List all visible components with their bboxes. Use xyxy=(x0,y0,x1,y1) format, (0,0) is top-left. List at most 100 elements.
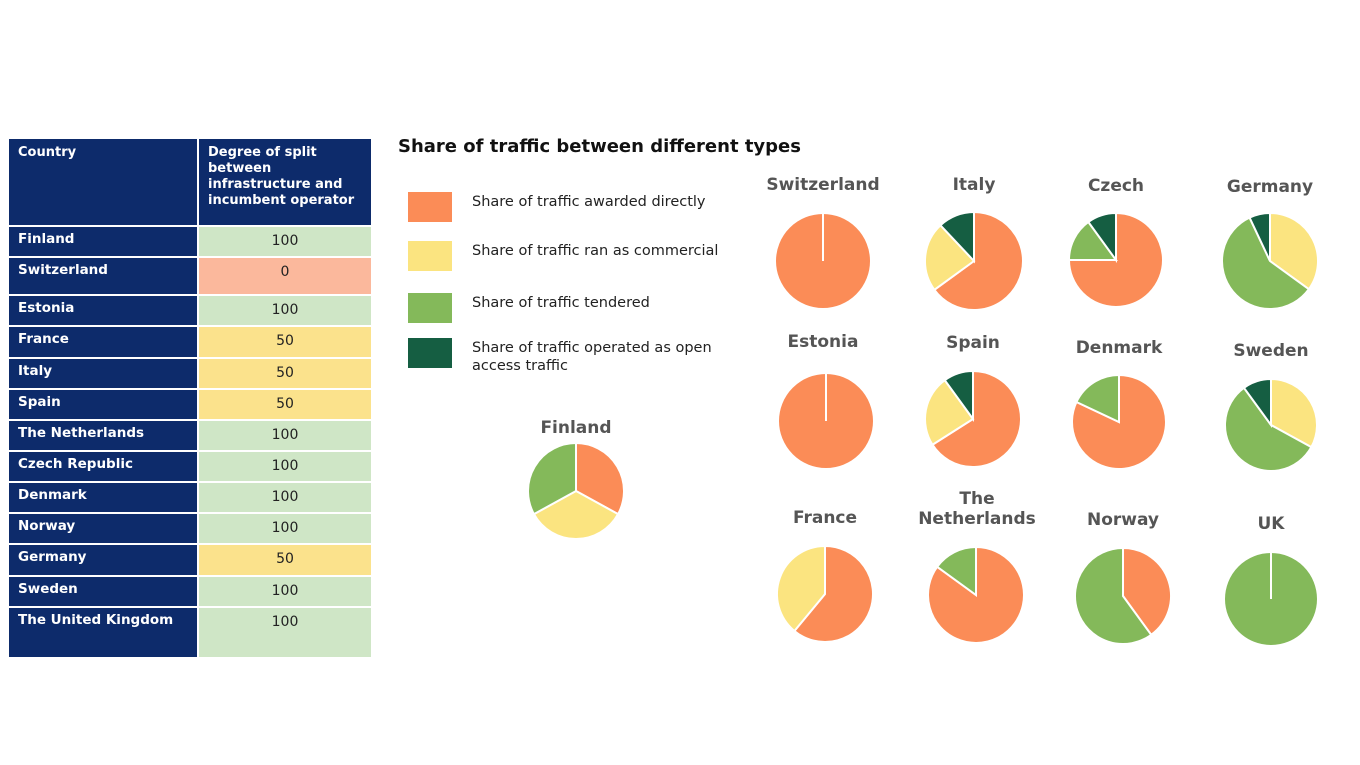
table-row: The United Kingdom 100 xyxy=(7,605,373,660)
legend-label-open-access: Share of traffic operated as open access… xyxy=(472,340,712,374)
pie-label-estonia: Estonia xyxy=(787,332,859,352)
degree-value-cell: 50 xyxy=(197,543,373,577)
table-row: France 50 xyxy=(7,325,373,359)
pie-slice-italy-1 xyxy=(924,223,976,292)
legend-item-awarded-directly: Share of traffic awarded directly xyxy=(408,192,732,222)
legend-item-commercial: Share of traffic ran as commercial xyxy=(408,241,732,271)
legend-label-awarded-directly: Share of traffic awarded directly xyxy=(472,194,706,210)
pie-slice-norway-0 xyxy=(1122,546,1172,637)
pie-slice-germany-2 xyxy=(1221,216,1311,310)
pie-germany xyxy=(1221,211,1319,310)
degree-value-cell: 100 xyxy=(197,481,373,515)
pie-france xyxy=(776,544,874,643)
degree-value-cell: 50 xyxy=(197,325,373,359)
legend-label-commercial: Share of traffic ran as commercial xyxy=(472,243,719,259)
table-row: The Netherlands 100 xyxy=(7,418,373,453)
pie-slice-spain-0 xyxy=(931,369,1022,468)
header-country: Country xyxy=(7,137,199,227)
degree-value-cell: 100 xyxy=(197,574,373,608)
pie-label-sweden: Sweden xyxy=(1233,341,1309,361)
degree-value-cell: 100 xyxy=(197,450,373,484)
header-degree-of-split: Degree of split between infrastructure a… xyxy=(197,137,373,227)
pie-slice-finland-0 xyxy=(575,441,625,516)
pie-slice-sweden-1 xyxy=(1270,377,1318,449)
table-row: Italy 50 xyxy=(7,356,373,390)
degree-value-cell: 100 xyxy=(197,224,373,259)
pie-slice-czech-3 xyxy=(1086,211,1117,264)
country-cell: The Netherlands xyxy=(7,418,199,453)
degree-value-cell: 100 xyxy=(197,512,373,546)
legend-item-open-access: Share of traffic operated as open access… xyxy=(408,338,732,375)
table-row: Estonia 100 xyxy=(7,294,373,328)
pie-slice-norway-2 xyxy=(1074,546,1153,645)
pie-slice-italy-0 xyxy=(932,210,1024,311)
country-cell: Czech Republic xyxy=(7,450,199,484)
pie-slice-sweden-3 xyxy=(1242,377,1272,429)
country-cell: Italy xyxy=(7,356,199,390)
split-degree-table: Country Degree of split between infrastr… xyxy=(7,137,373,660)
pie-spain xyxy=(924,369,1022,468)
country-cell: Spain xyxy=(7,387,199,421)
pie-slice-finland-2 xyxy=(527,441,577,516)
pie-the-netherlands xyxy=(927,545,1025,644)
country-cell: Denmark xyxy=(7,481,199,515)
country-cell: The United Kingdom xyxy=(7,605,199,660)
degree-value-cell: 50 xyxy=(197,387,373,421)
degree-value-cell: 100 xyxy=(197,418,373,453)
table-row: Spain 50 xyxy=(7,387,373,421)
pie-slice-spain-1 xyxy=(924,378,975,447)
pie-slice-the-netherlands-2 xyxy=(935,545,977,597)
pie-slice-italy-3 xyxy=(939,210,975,264)
pie-slice-france-1 xyxy=(776,544,826,633)
table-row: Finland 100 xyxy=(7,224,373,259)
pie-label-spain: Spain xyxy=(946,333,1000,353)
pie-label-france: France xyxy=(792,508,858,528)
pie-italy xyxy=(924,210,1024,311)
pie-label-denmark: Denmark xyxy=(1075,338,1163,358)
table-row: Denmark 100 xyxy=(7,481,373,515)
pie-slice-france-0 xyxy=(792,544,874,643)
pie-sweden xyxy=(1224,377,1318,472)
country-cell: Finland xyxy=(7,224,199,259)
pie-slice-sweden-2 xyxy=(1224,386,1313,472)
pie-label-uk: UK xyxy=(1257,514,1285,534)
pie-label-switzerland: Switzerland xyxy=(766,175,880,195)
table-row: Norway 100 xyxy=(7,512,373,546)
table-row: Switzerland 0 xyxy=(7,256,373,297)
pie-slice-germany-3 xyxy=(1248,211,1271,262)
legend-label-tendered: Share of traffic tendered xyxy=(472,295,650,311)
pie-uk xyxy=(1223,551,1319,647)
pie-czech xyxy=(1067,211,1164,308)
pie-norway xyxy=(1074,546,1172,645)
degree-value-cell: 0 xyxy=(197,256,373,297)
country-cell: Estonia xyxy=(7,294,199,328)
chart-title: Share of traffic between different types xyxy=(398,136,801,157)
country-cell: Norway xyxy=(7,512,199,546)
country-cell: Switzerland xyxy=(7,256,199,297)
legend-item-tendered: Share of traffic tendered xyxy=(408,293,732,323)
table-row: Sweden 100 xyxy=(7,574,373,608)
pie-estonia xyxy=(777,372,875,470)
legend-swatch-commercial xyxy=(408,241,452,271)
country-cell: France xyxy=(7,325,199,359)
degree-value-cell: 100 xyxy=(197,605,373,660)
country-cell: Sweden xyxy=(7,574,199,608)
pie-slice-germany-1 xyxy=(1269,211,1319,291)
pie-switzerland xyxy=(774,212,872,310)
degree-value-cell: 100 xyxy=(197,294,373,328)
pie-finland xyxy=(527,441,625,540)
pie-label-the-netherlands: The Netherlands xyxy=(918,489,1036,529)
table-row: Czech Republic 100 xyxy=(7,450,373,484)
pie-denmark xyxy=(1071,373,1167,470)
pie-label-norway: Norway xyxy=(1086,510,1160,530)
pie-slice-denmark-2 xyxy=(1075,373,1120,424)
pie-slice-spain-3 xyxy=(943,369,974,423)
pie-label-italy: Italy xyxy=(952,175,996,195)
country-cell: Germany xyxy=(7,543,199,577)
pie-label-finland: Finland xyxy=(540,418,612,438)
table-row: Germany 50 xyxy=(7,543,373,577)
legend-swatch-awarded-directly xyxy=(408,192,452,222)
pie-label-czech: Czech xyxy=(1087,176,1145,196)
legend-swatch-tendered xyxy=(408,293,452,323)
